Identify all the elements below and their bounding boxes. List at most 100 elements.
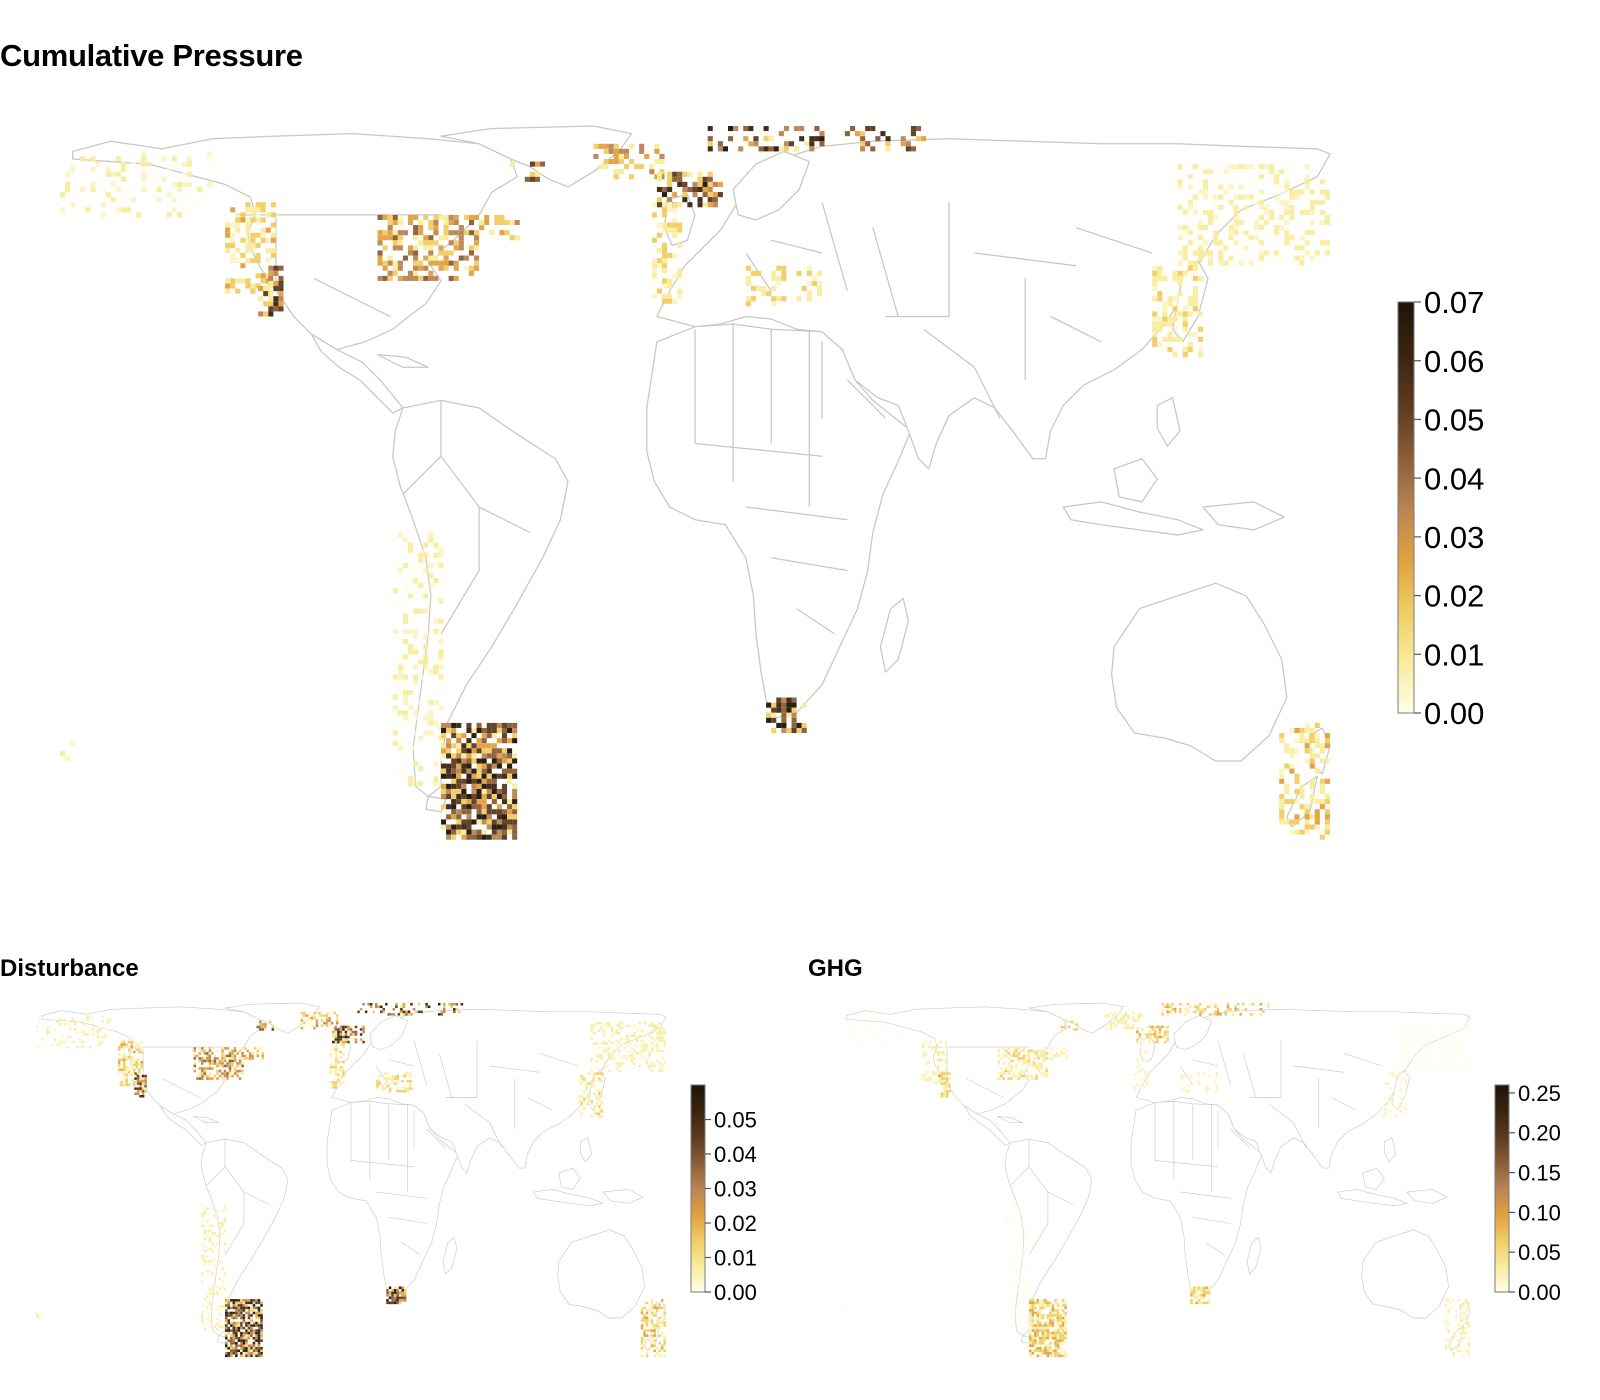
pressure-cell — [1439, 1021, 1443, 1025]
pressure-cell — [1399, 1047, 1402, 1050]
pressure-cell — [448, 219, 454, 226]
pressure-cell — [1224, 1013, 1227, 1016]
pressure-cell — [1012, 1262, 1016, 1266]
pressure-cell — [1056, 1334, 1060, 1337]
pressure-cell — [870, 1040, 873, 1044]
pressure-cell — [1279, 189, 1285, 195]
pressure-cell — [1447, 1329, 1450, 1332]
pressure-cell — [1417, 1029, 1420, 1032]
pressure-cell — [1417, 1031, 1420, 1035]
pressure-cell — [213, 1214, 217, 1218]
pressure-cell — [1022, 1285, 1026, 1288]
pressure-cell — [595, 1094, 598, 1098]
pressure-cell — [242, 1339, 246, 1342]
pressure-cell — [398, 1301, 402, 1305]
pressure-cell — [1027, 1262, 1031, 1266]
pressure-cell — [255, 1339, 258, 1342]
pressure-cell — [1060, 1047, 1064, 1050]
pressure-cell — [1152, 316, 1158, 322]
pressure-cell — [655, 1042, 659, 1045]
pressure-cell — [658, 1034, 661, 1038]
pressure-cell — [423, 628, 429, 634]
pressure-cell — [885, 1030, 888, 1034]
pressure-cell — [1025, 1077, 1028, 1080]
pressure-cell — [1007, 1047, 1011, 1050]
pressure-cell — [460, 1003, 464, 1006]
pressure-cell — [255, 1331, 258, 1335]
pressure-cell — [206, 1292, 209, 1296]
pressure-cell — [857, 1043, 861, 1046]
pressure-cell — [221, 1267, 224, 1271]
pressure-cell — [337, 1040, 340, 1044]
pressure-cell — [413, 644, 419, 650]
pressure-cell — [146, 161, 152, 167]
pressure-cell — [660, 1346, 664, 1350]
pressure-cell — [628, 174, 635, 180]
pressure-cell — [231, 1054, 234, 1058]
pressure-cell — [1299, 235, 1305, 241]
pressure-cell — [76, 1025, 79, 1029]
pressure-cell — [458, 240, 464, 246]
pressure-cell — [1031, 1334, 1035, 1337]
pressure-cell — [474, 265, 480, 271]
pressure-cell — [1213, 214, 1219, 220]
pressure-cell — [1233, 260, 1239, 266]
pressure-cell — [233, 1049, 237, 1053]
pressure-cell — [1404, 1044, 1407, 1048]
pressure-cell — [225, 1319, 228, 1322]
pressure-cell — [771, 270, 777, 276]
pressure-cell — [1020, 1328, 1023, 1331]
pressure-cell — [1439, 1029, 1443, 1032]
pressure-cell — [1427, 1069, 1430, 1073]
pressure-cell — [406, 1089, 409, 1093]
pressure-cell — [261, 1052, 265, 1055]
pressure-cell — [208, 1072, 212, 1075]
pressure-cell — [127, 1066, 131, 1069]
pressure-cell — [908, 1040, 911, 1044]
pressure-cell — [211, 1260, 214, 1263]
pressure-cell — [1449, 1031, 1453, 1035]
pressure-cell — [712, 202, 718, 208]
pressure-cell — [211, 1212, 214, 1215]
pressure-cell — [660, 1321, 664, 1325]
pressure-cell — [1457, 1329, 1460, 1332]
pressure-cell — [486, 794, 492, 800]
pressure-cell — [408, 1084, 412, 1088]
pressure-cell — [783, 126, 789, 132]
pressure-cell — [202, 186, 208, 193]
pressure-cell — [1056, 1344, 1060, 1347]
pressure-cell — [407, 578, 414, 584]
pressure-cell — [388, 1082, 392, 1085]
pressure-cell — [1025, 1212, 1028, 1215]
pressure-cell — [58, 1018, 62, 1021]
pressure-cell — [1027, 1052, 1031, 1055]
pressure-cell — [1017, 1302, 1021, 1306]
pressure-cell — [1324, 799, 1330, 805]
pressure-cell — [187, 161, 193, 167]
pressure-cell — [597, 1054, 601, 1058]
pressure-cell — [397, 1013, 401, 1016]
pressure-cell — [335, 1014, 339, 1017]
pressure-cell — [1010, 1282, 1013, 1286]
pressure-cell — [334, 1068, 338, 1072]
pressure-cell — [1020, 1325, 1023, 1329]
pressure-cell — [1056, 1326, 1060, 1330]
pressure-cell — [104, 1033, 107, 1036]
pressure-cell — [1022, 1328, 1026, 1331]
pressure-cell — [667, 278, 673, 284]
pressure-cell — [362, 1028, 365, 1031]
pressure-cell — [232, 1314, 236, 1317]
pressure-cell — [257, 1299, 261, 1302]
pressure-cell — [242, 1334, 246, 1337]
pressure-cell — [1294, 814, 1300, 820]
pressure-cell — [1267, 1003, 1270, 1006]
pressure-cell — [903, 1023, 906, 1026]
pressure-cell — [141, 1094, 145, 1098]
pressure-cell — [73, 1040, 77, 1044]
pressure-cell — [1289, 194, 1295, 200]
pressure-cell — [433, 260, 439, 266]
pressure-cell — [1012, 1232, 1016, 1235]
pressure-cell — [1427, 1067, 1430, 1070]
pressure-cell — [597, 1029, 601, 1032]
pressure-cell — [1022, 1255, 1026, 1258]
